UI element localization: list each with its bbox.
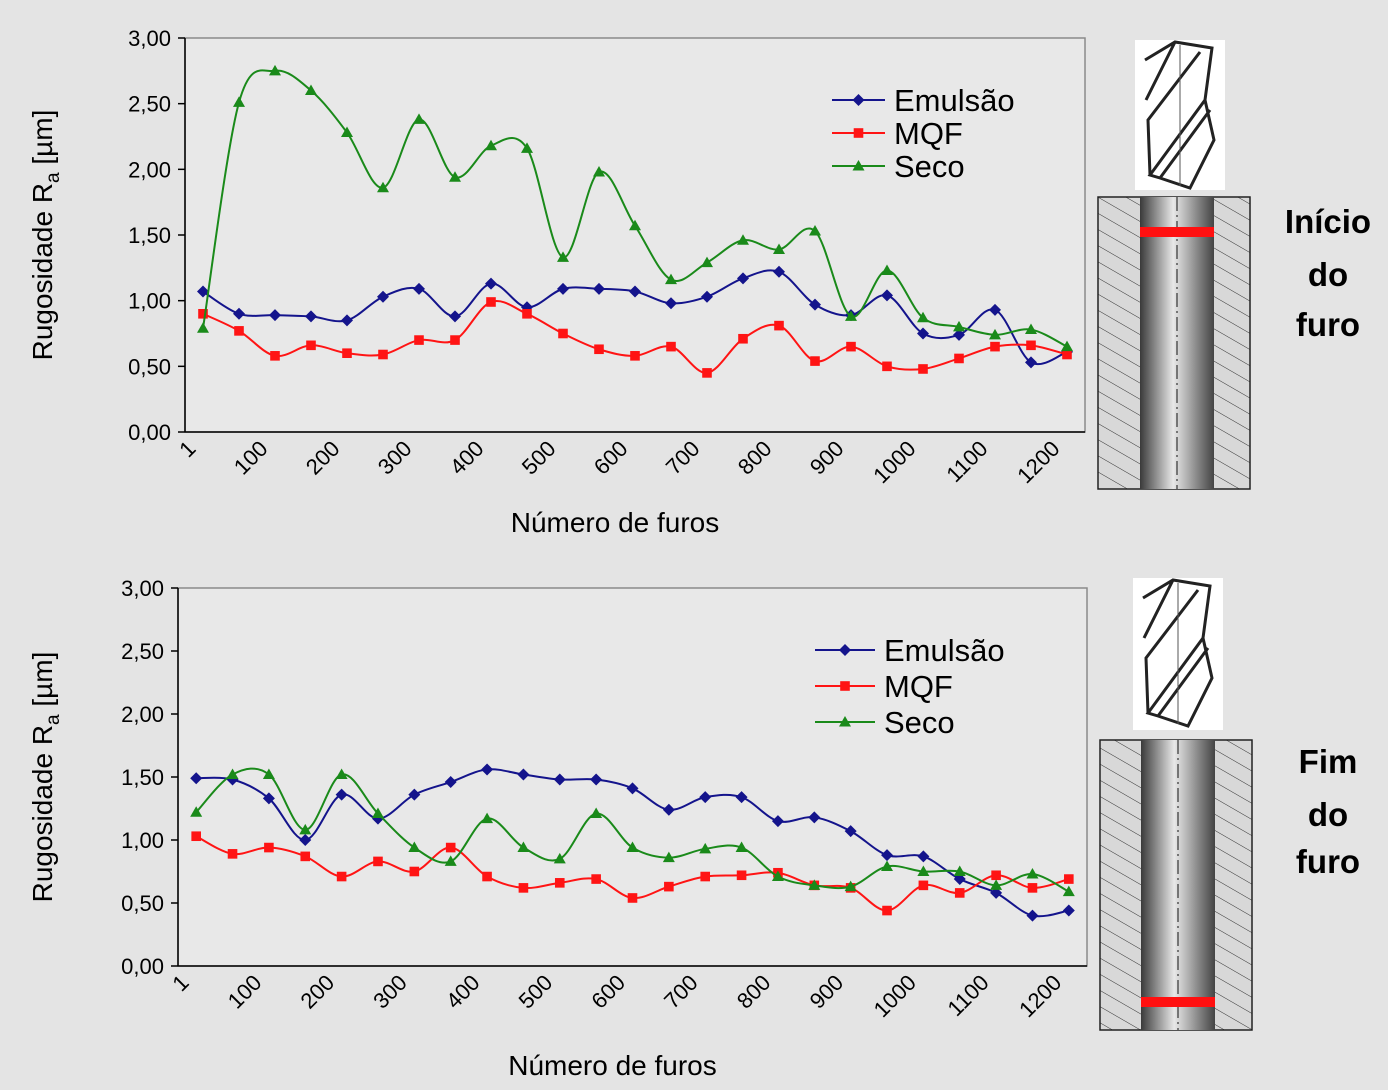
- data-point: [519, 883, 529, 893]
- data-point: [522, 309, 532, 319]
- y-axis-title-unit: [µm]: [27, 652, 58, 715]
- legend-label: Seco: [884, 705, 955, 740]
- data-point: [373, 857, 383, 867]
- side-label: Início: [1285, 203, 1371, 240]
- hole-bottom: [1100, 740, 1252, 1030]
- legend-label: Emulsão: [894, 83, 1015, 118]
- data-point: [666, 342, 676, 352]
- data-point: [300, 852, 310, 862]
- legend-label: Seco: [894, 149, 965, 184]
- y-axis-title-text: Rugosidade R: [27, 725, 58, 902]
- drill-bottom: [1133, 578, 1223, 730]
- data-point: [990, 342, 1000, 352]
- data-point: [591, 874, 601, 884]
- data-point: [1028, 883, 1038, 893]
- y-tick-label: 0,50: [128, 354, 171, 379]
- data-point: [555, 878, 565, 888]
- data-point: [702, 368, 712, 378]
- y-tick-label: 1,00: [121, 828, 164, 853]
- y-tick-label: 1,00: [128, 289, 171, 314]
- data-point: [450, 335, 460, 345]
- data-point: [1062, 350, 1072, 360]
- data-point: [846, 342, 856, 352]
- data-point: [482, 872, 492, 882]
- legend-marker: [854, 128, 864, 138]
- drill-top: [1135, 40, 1225, 190]
- data-point: [774, 321, 784, 331]
- y-tick-label: 1,50: [128, 223, 171, 248]
- side-label: do: [1308, 796, 1348, 833]
- data-point: [810, 356, 820, 366]
- data-point: [558, 329, 568, 339]
- data-point: [486, 297, 496, 307]
- y-tick-label: 0,00: [128, 420, 171, 445]
- data-point: [700, 872, 710, 882]
- y-tick-label: 2,00: [121, 702, 164, 727]
- y-tick-label: 0,00: [121, 954, 164, 979]
- y-tick-label: 2,50: [121, 639, 164, 664]
- y-axis-title-subscript: a: [43, 172, 64, 183]
- y-tick-label: 0,50: [121, 891, 164, 916]
- data-point: [306, 341, 316, 351]
- data-point: [882, 906, 892, 916]
- data-point: [628, 893, 638, 903]
- data-point: [664, 882, 674, 892]
- data-point: [955, 888, 965, 898]
- y-tick-label: 2,00: [128, 157, 171, 182]
- y-tick-label: 2,50: [128, 92, 171, 117]
- data-point: [337, 872, 347, 882]
- data-point: [738, 334, 748, 344]
- data-point: [378, 350, 388, 360]
- y-axis-title-text: Rugosidade R: [27, 183, 58, 360]
- legend-label: MQF: [884, 669, 953, 704]
- data-point: [410, 867, 420, 877]
- data-point: [1026, 341, 1036, 351]
- side-label: Fim: [1299, 743, 1358, 780]
- data-point: [919, 881, 929, 891]
- data-point: [228, 849, 238, 859]
- data-point: [918, 364, 928, 374]
- data-point: [414, 335, 424, 345]
- data-point: [234, 326, 244, 336]
- data-point: [342, 348, 352, 358]
- y-axis-title-unit: [µm]: [27, 110, 58, 173]
- page: 0,000,501,001,502,002,503,00110020030040…: [0, 0, 1388, 1090]
- side-label: furo: [1296, 843, 1360, 880]
- data-point: [882, 362, 892, 372]
- data-point: [191, 831, 201, 841]
- side-label: furo: [1296, 306, 1360, 343]
- data-point: [270, 351, 280, 361]
- data-point: [991, 870, 1001, 880]
- x-axis-title: Número de furos: [511, 507, 720, 538]
- y-axis-title-subscript: a: [43, 714, 64, 725]
- legend-marker: [840, 681, 850, 691]
- data-point: [630, 351, 640, 361]
- legend-label: MQF: [894, 116, 963, 151]
- data-point: [446, 843, 456, 853]
- x-axis-title: Número de furos: [508, 1050, 717, 1081]
- side-label: do: [1308, 256, 1348, 293]
- y-tick-label: 3,00: [121, 576, 164, 601]
- data-point: [954, 354, 964, 364]
- y-tick-label: 1,50: [121, 765, 164, 790]
- data-point: [264, 843, 274, 853]
- data-point: [594, 344, 604, 354]
- legend-label: Emulsão: [884, 633, 1005, 668]
- y-tick-label: 3,00: [128, 26, 171, 51]
- hole-top: [1098, 197, 1250, 489]
- data-point: [1064, 874, 1074, 884]
- data-point: [737, 870, 747, 880]
